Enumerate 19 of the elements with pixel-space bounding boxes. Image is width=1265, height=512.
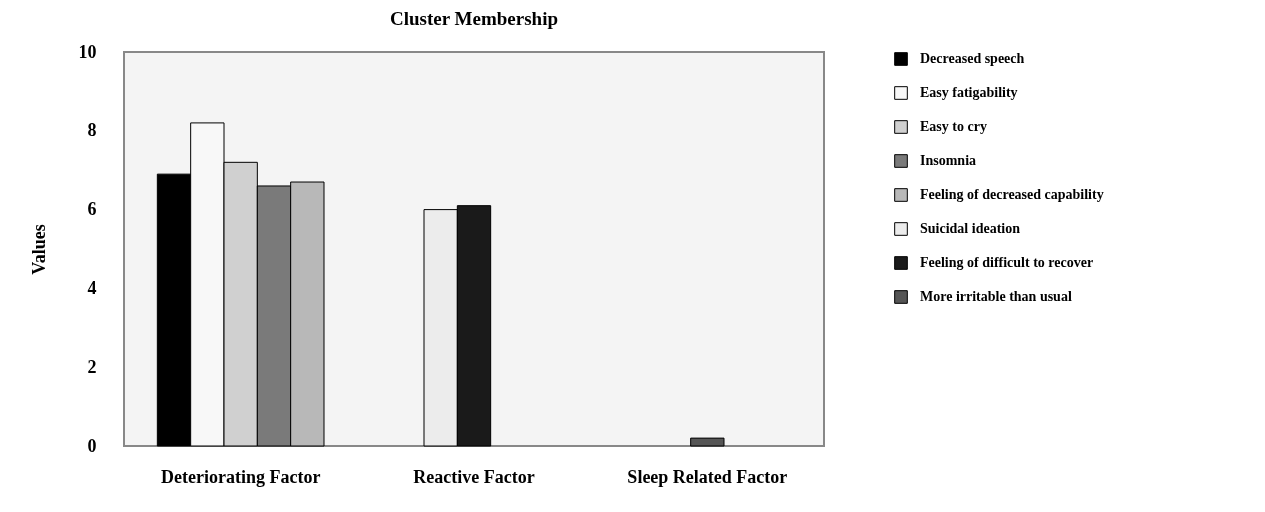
- legend-label: Easy fatigability: [920, 85, 1018, 100]
- y-tick-label: 10: [78, 41, 97, 62]
- legend-label: More irritable than usual: [920, 289, 1072, 304]
- legend-label: Feeling of difficult to recover: [920, 255, 1094, 270]
- y-axis-title: Values: [28, 224, 49, 275]
- y-tick-label: 6: [87, 199, 97, 220]
- legend-label: Easy to cry: [920, 119, 987, 134]
- y-tick-label: 2: [87, 356, 97, 377]
- y-tick-label: 0: [87, 435, 97, 456]
- chart-title: Cluster Membership: [390, 8, 558, 29]
- y-tick-label: 4: [87, 277, 97, 298]
- legend-label: Feeling of decreased capability: [920, 187, 1104, 202]
- x-tick-label: Sleep Related Factor: [627, 466, 788, 487]
- legend-label: Insomnia: [920, 153, 977, 168]
- y-tick-label: 8: [87, 120, 97, 141]
- x-tick-label: Deteriorating Factor: [160, 466, 321, 487]
- legend-label: Decreased speech: [920, 51, 1025, 66]
- legend-label: Suicidal ideation: [920, 221, 1021, 236]
- x-tick-label: Reactive Factor: [413, 466, 535, 487]
